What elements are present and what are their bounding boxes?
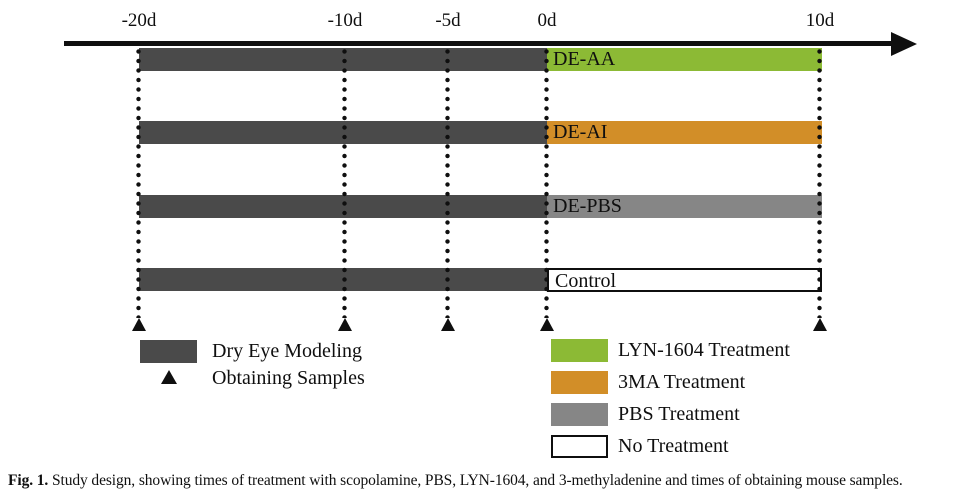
dotted-guide-minus-5d <box>445 47 450 318</box>
sample-triangle-icon <box>441 318 455 331</box>
legend-label-obtaining-samples: Obtaining Samples <box>212 367 365 389</box>
row-label: DE-PBS <box>553 195 622 217</box>
caption-prefix: Fig. 1. <box>8 472 49 489</box>
tick-label-10d: 10d <box>805 10 835 31</box>
row-label: Control <box>555 270 617 292</box>
sample-triangle-icon <box>540 318 554 331</box>
tick-label-minus-5d: -5d <box>435 10 461 31</box>
legend-swatch-dry-eye-modeling <box>140 340 197 363</box>
sample-triangle-icon <box>813 318 827 331</box>
treatment-bar-3ma: DE-AI <box>547 121 822 144</box>
treatment-bar-none: Control <box>547 268 822 292</box>
figure-caption: Fig. 1. Study design, showing times of t… <box>8 471 960 491</box>
dotted-guide-minus-10d <box>342 47 347 318</box>
dotted-guide-10d <box>817 47 822 318</box>
sample-triangle-icon <box>338 318 352 331</box>
legend-swatch-lyn1604 <box>551 339 608 362</box>
timeline-arrowhead-icon <box>891 32 917 56</box>
tick-label-minus-20d: -20d <box>121 10 157 31</box>
row-label: DE-AI <box>553 121 608 143</box>
legend-label-dry-eye-modeling: Dry Eye Modeling <box>212 340 362 362</box>
treatment-bar-pbs: DE-PBS <box>547 195 822 218</box>
row-label: DE-AA <box>553 48 616 70</box>
legend-label-3ma: 3MA Treatment <box>618 371 746 393</box>
dotted-guide-0d <box>544 47 549 318</box>
tick-label-0d: 0d <box>537 10 557 31</box>
treatment-bar-lyn1604: DE-AA <box>547 48 822 71</box>
caption-text: Study design, showing times of treatment… <box>51 472 903 489</box>
legend-swatch-3ma <box>551 371 608 394</box>
tick-label-minus-10d: -10d <box>327 10 363 31</box>
legend-label-pbs: PBS Treatment <box>618 403 740 425</box>
sample-triangle-icon <box>132 318 146 331</box>
timeline-axis <box>64 41 894 46</box>
dotted-guide-minus-20d <box>136 47 141 318</box>
legend-swatch-pbs <box>551 403 608 426</box>
legend-triangle-icon <box>161 370 177 384</box>
legend-label-no-treatment: No Treatment <box>618 435 729 457</box>
legend-swatch-no-treatment <box>551 435 608 458</box>
legend-label-lyn1604: LYN-1604 Treatment <box>618 339 790 361</box>
